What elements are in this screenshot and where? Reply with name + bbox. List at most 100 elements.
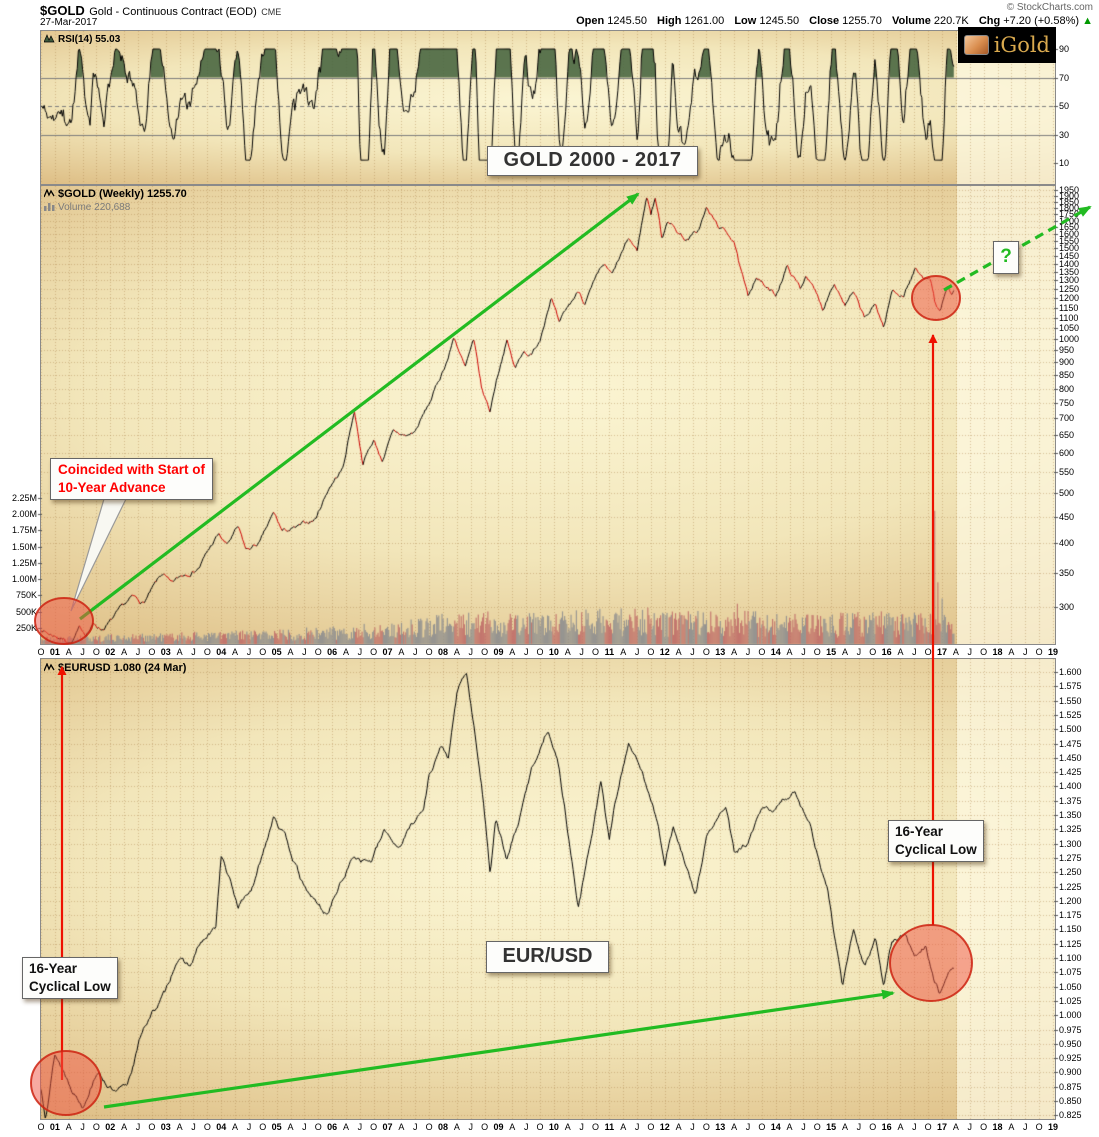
x-axis-label: J [135,1122,141,1132]
eurusd-price-tick: 1.500 [1059,724,1082,735]
x-axis-label: 17 [937,647,948,657]
x-axis-label: J [579,1122,584,1132]
eurusd-price-tick: 1.325 [1059,824,1082,835]
x-axis-label: O [1035,647,1043,657]
x-axis-label: A [121,1122,128,1132]
x-axis-label: O [813,647,821,657]
quote-summary: Open 1245.50 High 1261.00 Low 1245.50 Close… [569,15,1093,27]
eurusd-price-tick: 1.400 [1059,781,1082,792]
x-axis-label: 12 [659,647,670,657]
igold-logo-text: iGold [993,33,1050,57]
eurusd-price-tick: 0.850 [1059,1096,1082,1106]
x-axis-label: 16 [881,647,892,657]
igold-logo-icon [964,35,989,55]
volume-tick: 1.00M [11,574,37,584]
x-axis-label: O [980,1122,988,1132]
x-axis-label: J [468,647,473,657]
quote-chg-label: Chg [978,15,1001,27]
x-axis-label: 16 [881,1122,892,1132]
x-axis-label: J [191,1122,196,1132]
quote-chg-value: +7.20 (+0.58%) [1003,15,1080,27]
x-axis-label: 09 [493,1122,504,1132]
x-axis-label: 06 [327,1122,338,1132]
gold-pane [40,185,1056,645]
x-axis-label: A [176,647,183,657]
quote-close-label: Close [809,15,840,27]
x-axis-label: O [869,1122,877,1132]
x-axis-label: A [620,647,627,657]
gold-price-tick: 1100 [1059,312,1079,323]
x-axis-label: 04 [216,1122,227,1132]
quote-volume-value: 220.7K [933,15,969,27]
x-axis-label: A [620,1122,627,1132]
x-axis-label: O [758,647,766,657]
volume-bars-icon [44,203,55,211]
eurusd-price-tick: 1.250 [1059,867,1082,878]
x-axis-label: O [702,647,710,657]
eurusd-price-tick: 1.300 [1059,838,1082,849]
gold-label-text: $GOLD (Weekly) 1255.70 [58,188,187,200]
x-axis-label: J [912,647,917,657]
x-axis-label: J [80,1122,85,1132]
x-axis-label: J [523,1122,529,1132]
annotation-line-2: 10-Year Advance [58,480,166,496]
x-axis-label: 02 [105,1122,116,1132]
rsi-tick: 30 [1059,129,1070,140]
x-axis-label: O [37,1122,45,1132]
up-arrow-icon: ▲ [1082,15,1093,27]
eurusd-price-tick: 1.475 [1059,738,1082,749]
gold-price-tick: 800 [1059,383,1075,394]
gold-price-tick: 950 [1059,345,1075,356]
x-axis-label: O [813,1122,821,1132]
gold-price-tick: 350 [1059,567,1075,578]
x-axis-label: 10 [548,1122,559,1132]
x-axis-label: 19 [1047,1122,1058,1132]
volume-tick: 500K [15,606,37,617]
x-axis-label: O [1035,1122,1043,1132]
x-axis-label: 02 [105,647,116,657]
x-axis-label: 03 [160,1122,171,1132]
x-axis-label: A [564,647,571,657]
line-chart-icon [44,189,55,198]
x-axis-label: A [1008,647,1015,657]
x-axis-label: 18 [992,647,1003,657]
x-axis-label: J [413,1122,418,1132]
x-axis-label: A [342,647,349,657]
quote-open-value: 1245.50 [607,15,647,27]
volume-tick: 1.50M [11,541,37,552]
eurusd-pane [40,658,1056,1120]
x-axis-label: J [302,1122,307,1132]
x-axis-label: O [980,647,988,657]
rsi-icon [44,34,55,43]
x-axis-label: 14 [770,1122,781,1132]
x-axis-label: J [413,647,418,657]
eurusd-title-box: EUR/USD [486,941,609,973]
eurusd-price-tick: 1.575 [1059,681,1082,692]
x-axis-label: A [842,647,849,657]
x-axis-label: 14 [770,647,781,657]
gold-price-tick: 300 [1059,602,1075,613]
x-axis-label: O [869,647,877,657]
quote-low-value: 1245.50 [759,15,800,27]
chart-header: $GOLD Gold - Continuous Contract (EOD) C… [0,0,1099,30]
x-axis-label: A [952,647,959,657]
x-axis-label: 09 [493,647,504,657]
low-right-line-2: Cyclical Low [895,842,977,858]
rsi-indicator-label: RSI(14) 55.03 [44,34,120,45]
gold-title-box: GOLD 2000 - 2017 [487,146,698,176]
line-chart-icon [44,663,55,672]
gold-price-tick: 900 [1059,357,1075,368]
quote-high-value: 1261.00 [684,15,725,27]
eurusd-price-tick: 1.375 [1059,795,1082,806]
x-axis-label: A [287,647,294,657]
x-axis-label: J [191,647,196,657]
x-axis-label: O [314,647,322,657]
eurusd-price-tick: 0.975 [1059,1024,1082,1035]
gold-price-tick: 550 [1059,466,1075,477]
x-axis-label: A [786,1122,793,1132]
x-axis-label: A [675,647,682,657]
x-axis-label: 01 [49,647,60,657]
rsi-tick: 90 [1059,44,1070,54]
x-axis-label: A [731,647,738,657]
exchange: CME [261,7,282,17]
